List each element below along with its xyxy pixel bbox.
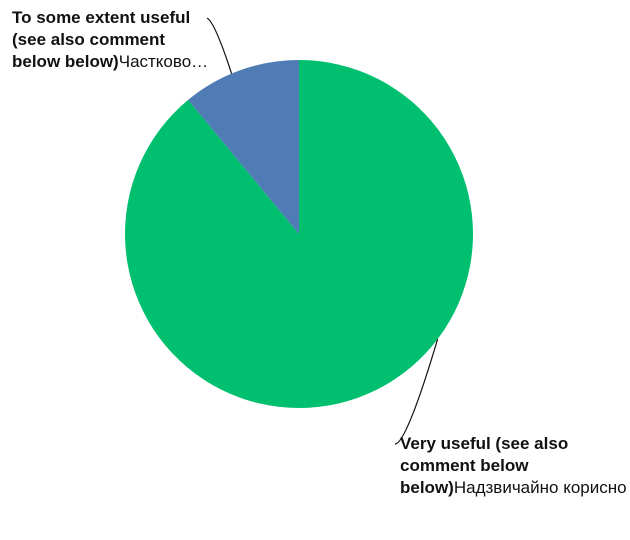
pie-slices [124, 60, 473, 408]
slice-label-very-useful-bold: Very useful (see also comment below belo… [400, 434, 569, 497]
slice-label-to-some-extent-text: Частково… [118, 52, 209, 71]
leader-line-0 [394, 339, 439, 445]
slice-label-to-some-extent-bold: To some extent useful (see also comment … [12, 8, 191, 71]
slice-label-to-some-extent: To some extent useful (see also comment … [12, 7, 212, 73]
pie-slice-1 [188, 60, 299, 234]
slice-label-very-useful: Very useful (see also comment below belo… [400, 433, 628, 499]
slice-label-very-useful-text: Надзвичайно корисно [453, 478, 627, 497]
leader-lines [206, 17, 439, 445]
leader-line-1 [206, 17, 233, 74]
